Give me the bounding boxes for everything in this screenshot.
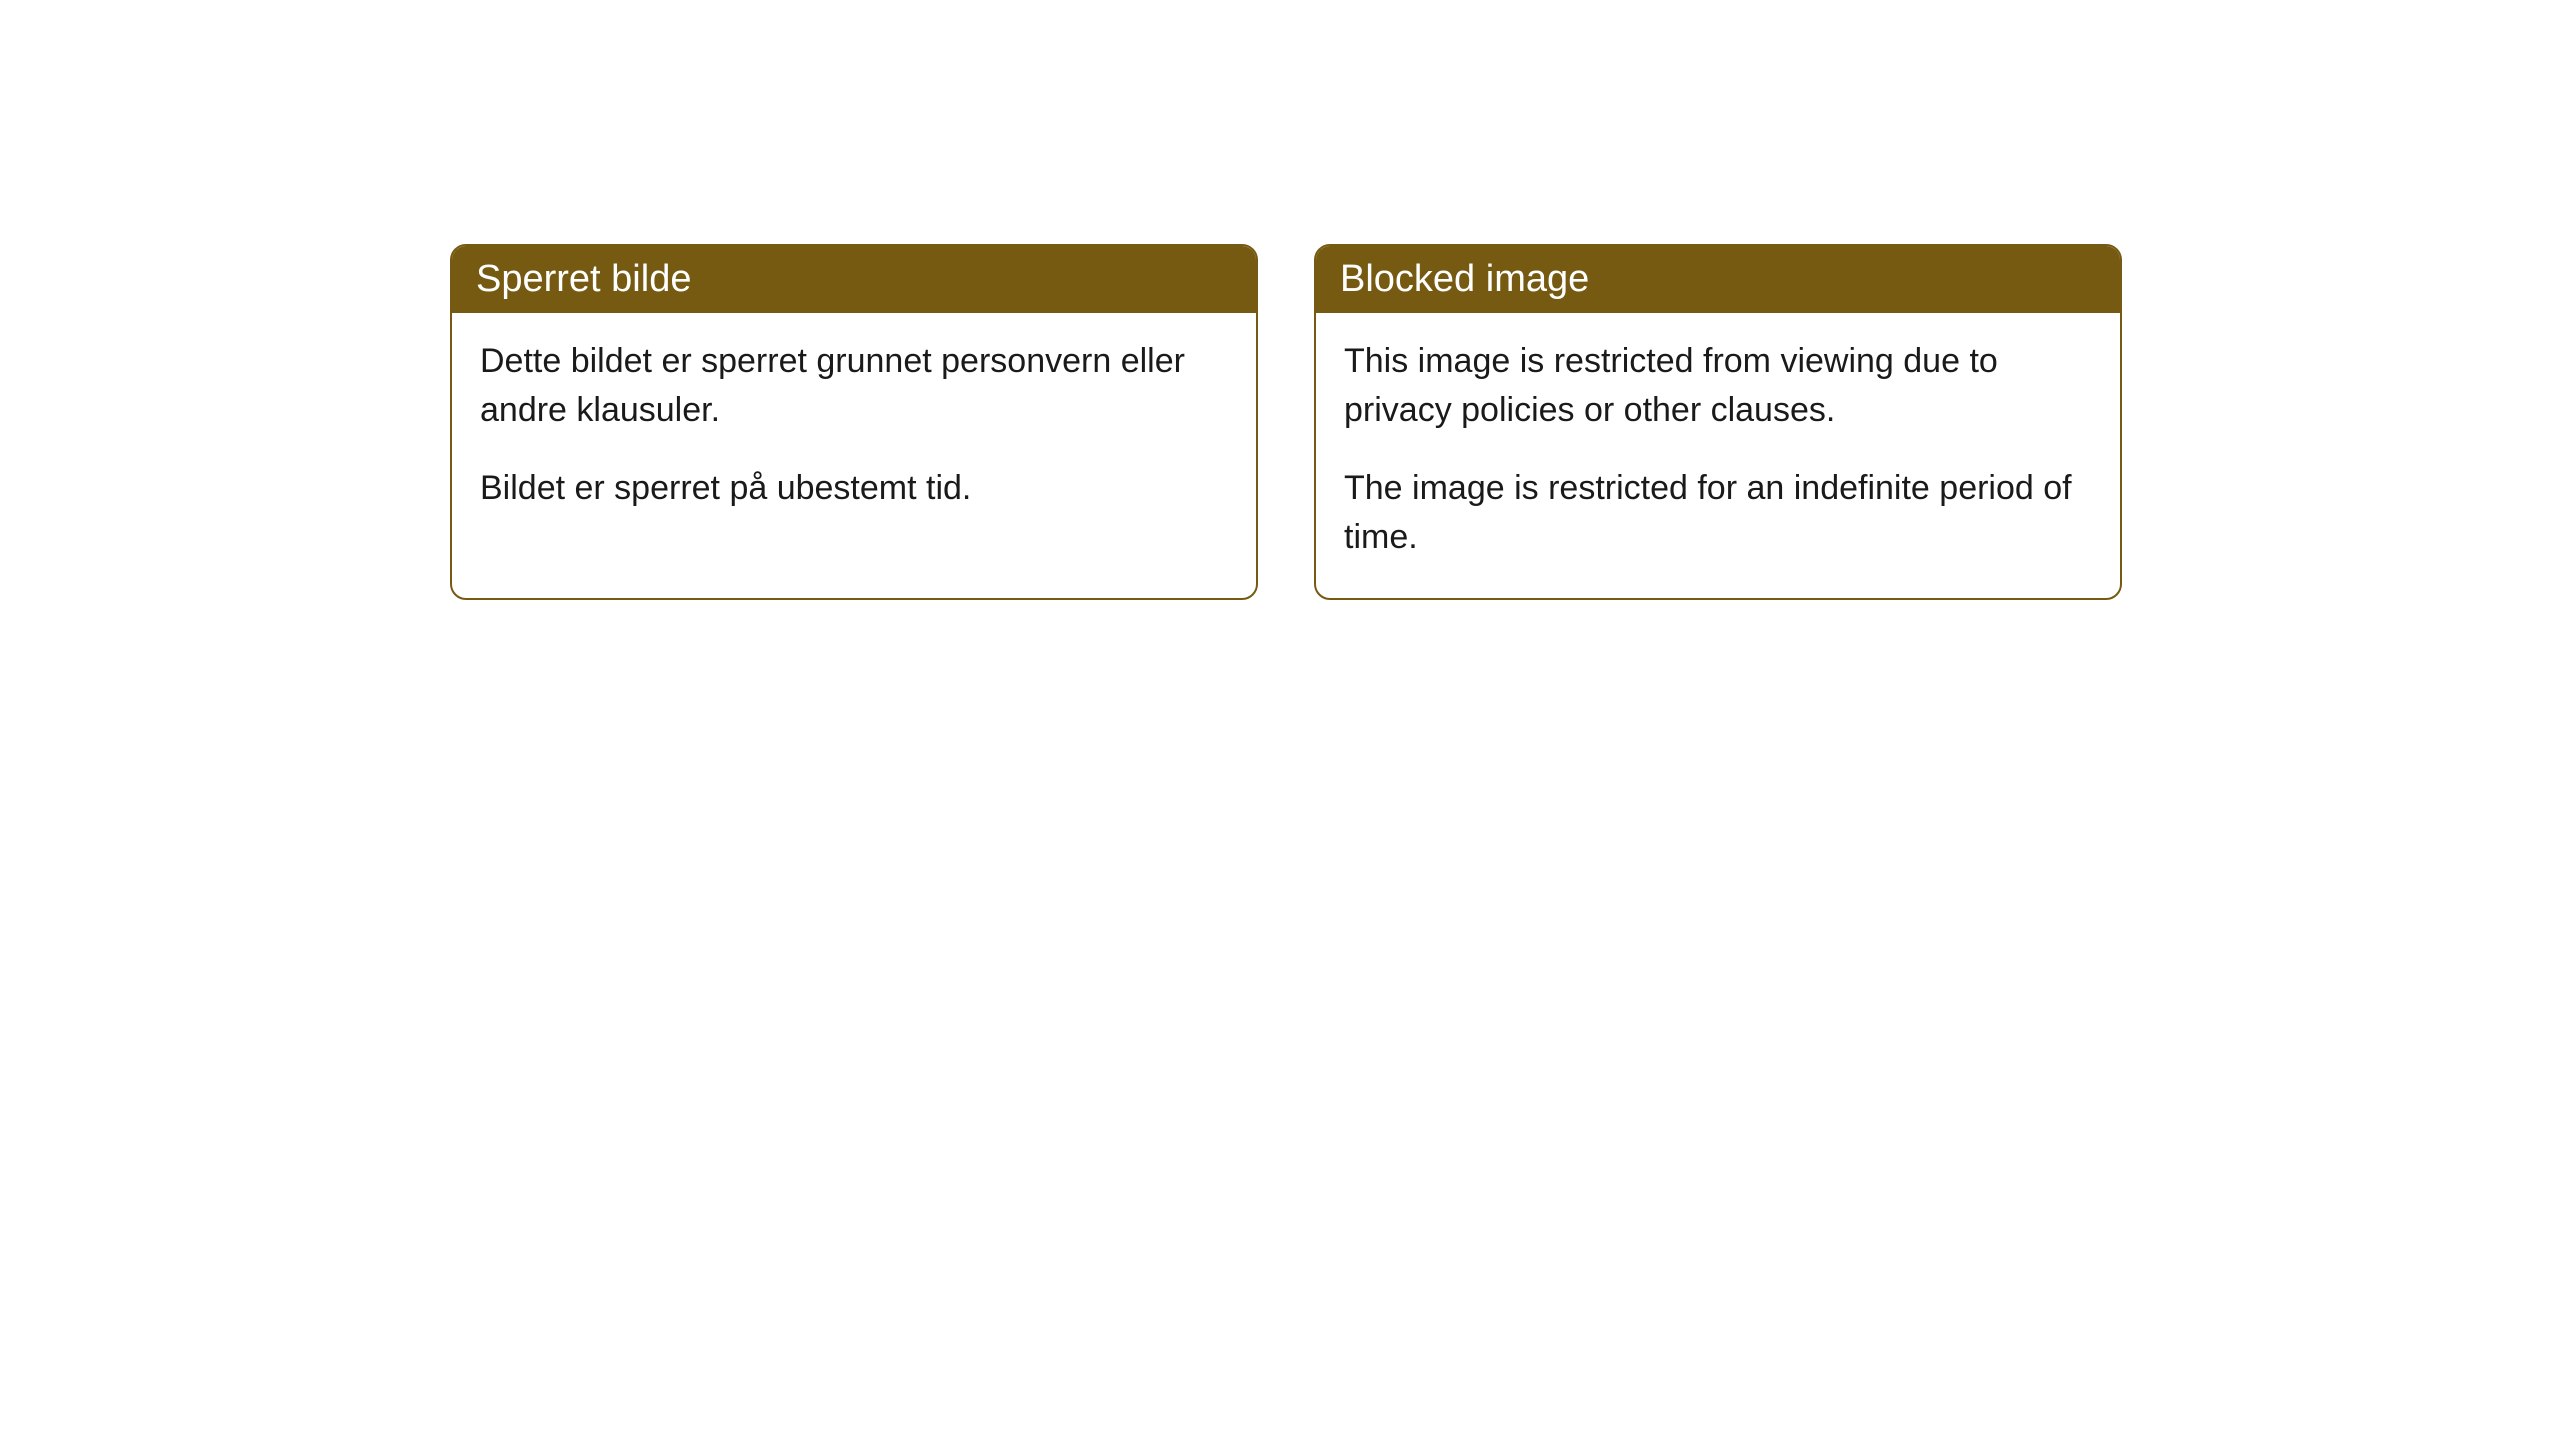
notice-paragraph: The image is restricted for an indefinit…	[1344, 464, 2092, 563]
notice-body: Dette bildet er sperret grunnet personve…	[452, 313, 1256, 549]
notice-card-english: Blocked image This image is restricted f…	[1314, 244, 2122, 600]
notice-paragraph: Dette bildet er sperret grunnet personve…	[480, 337, 1228, 436]
notice-paragraph: Bildet er sperret på ubestemt tid.	[480, 464, 1228, 513]
notice-paragraph: This image is restricted from viewing du…	[1344, 337, 2092, 436]
notice-body: This image is restricted from viewing du…	[1316, 313, 2120, 598]
notice-container: Sperret bilde Dette bildet er sperret gr…	[0, 0, 2560, 600]
notice-card-norwegian: Sperret bilde Dette bildet er sperret gr…	[450, 244, 1258, 600]
notice-header: Sperret bilde	[452, 246, 1256, 313]
notice-header: Blocked image	[1316, 246, 2120, 313]
